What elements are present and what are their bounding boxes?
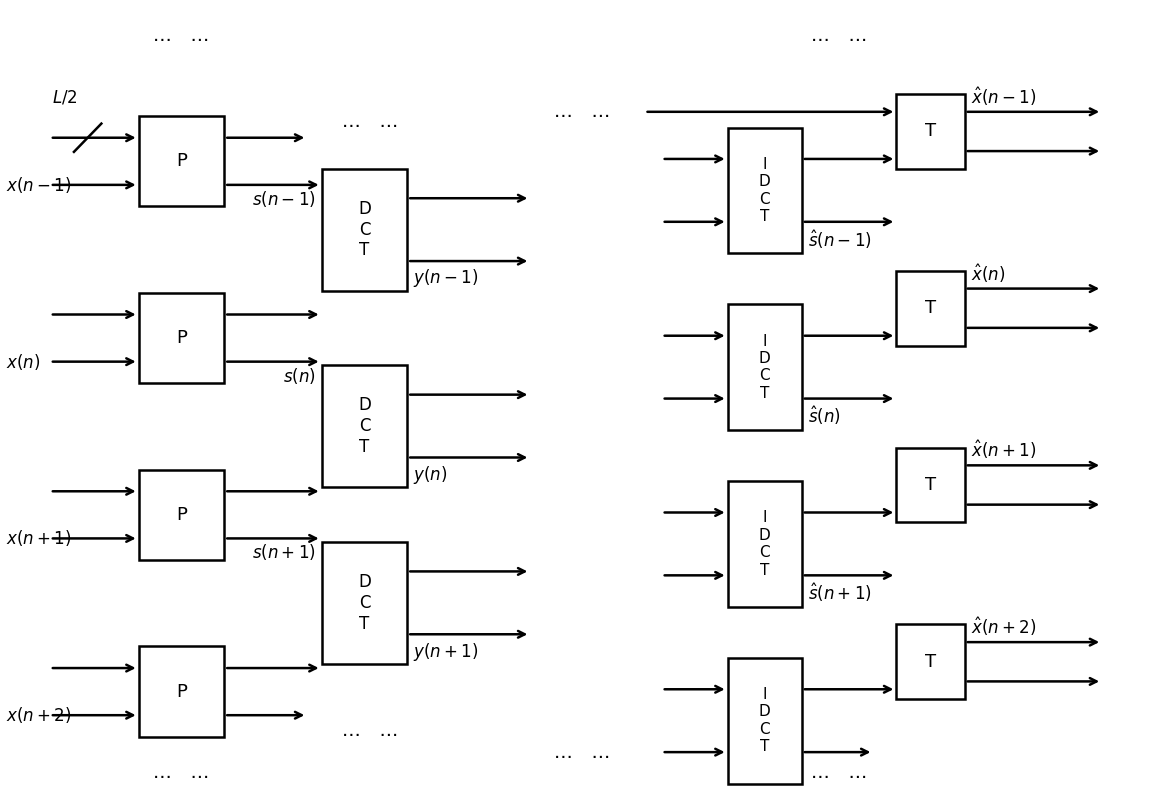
Text: $\hat{x}(n)$: $\hat{x}(n)$ (971, 262, 1005, 285)
Text: $x(n)$: $x(n)$ (7, 352, 40, 372)
FancyBboxPatch shape (896, 94, 965, 169)
Text: $\hat{s}(n)$: $\hat{s}(n)$ (808, 405, 840, 427)
FancyBboxPatch shape (321, 365, 408, 487)
Text: $y(n-1)$: $y(n-1)$ (414, 268, 478, 289)
Text: T: T (925, 299, 937, 318)
Text: $y(n)$: $y(n)$ (414, 464, 447, 486)
FancyBboxPatch shape (138, 470, 225, 560)
Text: P: P (176, 683, 187, 700)
Text: I
D
C
T: I D C T (759, 687, 771, 754)
Text: I
D
C
T: I D C T (759, 333, 771, 401)
Text: $s(n)$: $s(n)$ (283, 365, 316, 386)
Text: $x(n-1)$: $x(n-1)$ (7, 175, 71, 195)
Text: T: T (925, 653, 937, 671)
FancyBboxPatch shape (728, 128, 802, 253)
FancyBboxPatch shape (728, 658, 802, 784)
Text: T: T (925, 122, 937, 141)
Text: $x(n+2)$: $x(n+2)$ (7, 705, 71, 725)
Text: $x(n+1)$: $x(n+1)$ (7, 529, 71, 549)
Text: $s(n+1)$: $s(n+1)$ (252, 542, 316, 562)
Text: $\hat{s}(n-1)$: $\hat{s}(n-1)$ (808, 228, 871, 251)
Text: ...   ...: ... ... (153, 26, 210, 45)
FancyBboxPatch shape (896, 271, 965, 345)
Text: D
C
T: D C T (358, 396, 371, 456)
FancyBboxPatch shape (728, 481, 802, 607)
Text: $y(n+1)$: $y(n+1)$ (414, 641, 478, 662)
Text: ...   ...: ... ... (341, 722, 397, 741)
Text: ...   ...: ... ... (554, 102, 611, 121)
FancyBboxPatch shape (728, 304, 802, 430)
Text: ...   ...: ... ... (554, 742, 611, 761)
Text: ...   ...: ... ... (153, 763, 210, 782)
Text: $\hat{x}(n-1)$: $\hat{x}(n-1)$ (971, 85, 1036, 108)
Text: I
D
C
T: I D C T (759, 156, 771, 224)
Text: $L/2$: $L/2$ (52, 88, 77, 106)
Text: $\hat{s}(n+1)$: $\hat{s}(n+1)$ (808, 582, 871, 604)
Text: ...   ...: ... ... (811, 26, 867, 45)
Text: D
C
T: D C T (358, 573, 371, 633)
FancyBboxPatch shape (138, 646, 225, 737)
FancyBboxPatch shape (896, 624, 965, 699)
Text: D
C
T: D C T (358, 200, 371, 260)
FancyBboxPatch shape (321, 542, 408, 664)
Text: T: T (925, 476, 937, 494)
FancyBboxPatch shape (321, 169, 408, 291)
FancyBboxPatch shape (138, 293, 225, 384)
Text: ...   ...: ... ... (811, 763, 867, 782)
Text: P: P (176, 506, 187, 524)
Text: P: P (176, 152, 187, 170)
Text: $\hat{x}(n+2)$: $\hat{x}(n+2)$ (971, 615, 1036, 638)
Text: $\hat{x}(n+1)$: $\hat{x}(n+1)$ (971, 439, 1036, 461)
Text: P: P (176, 329, 187, 347)
FancyBboxPatch shape (896, 448, 965, 522)
FancyBboxPatch shape (138, 116, 225, 206)
Text: ...   ...: ... ... (341, 113, 397, 132)
Text: I
D
C
T: I D C T (759, 511, 771, 577)
Text: $s(n-1)$: $s(n-1)$ (252, 189, 316, 209)
